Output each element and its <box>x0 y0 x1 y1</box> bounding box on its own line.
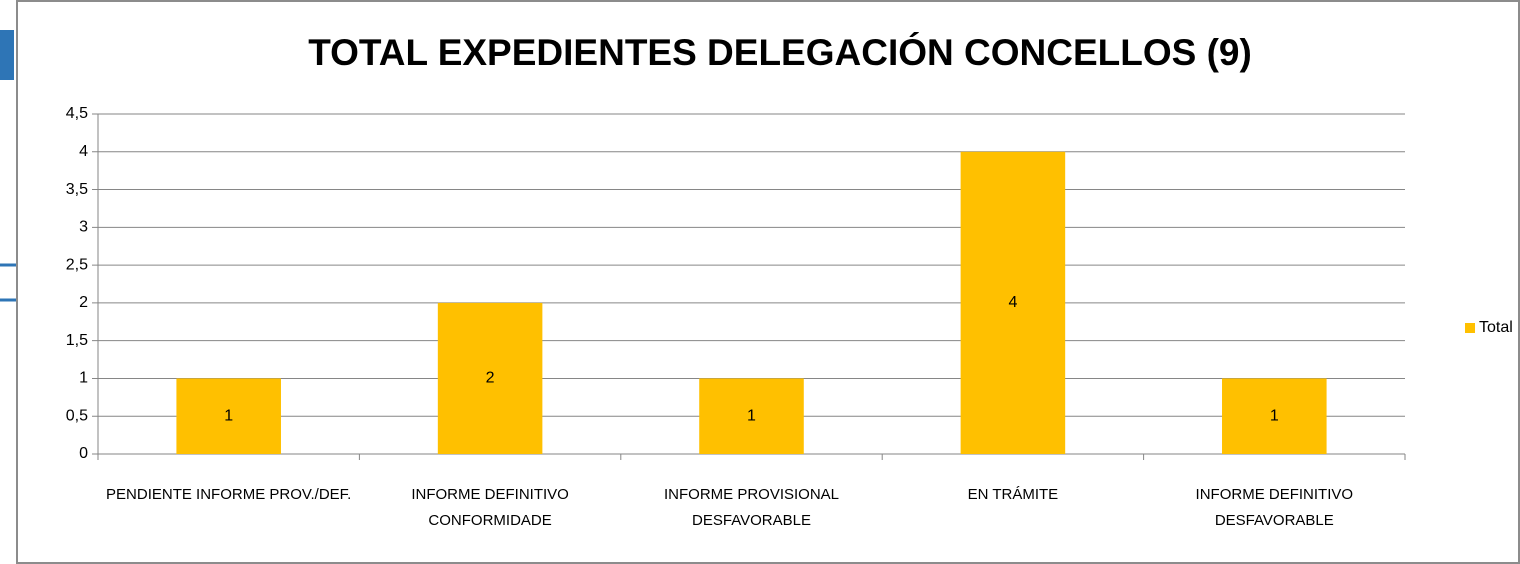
y-tick-label: 0 <box>79 445 88 462</box>
decoration <box>0 30 14 80</box>
x-tick-label: EN TRÁMITE <box>967 486 1059 503</box>
legend-swatch <box>1465 323 1475 333</box>
chart-title: TOTAL EXPEDIENTES DELEGACIÓN CONCELLOS (… <box>308 31 1252 73</box>
y-tick-label: 4,5 <box>66 105 88 122</box>
x-tick-label: INFORME DEFINITIVO DESFAVORABLE <box>1195 486 1354 529</box>
bar <box>699 378 804 454</box>
x-tick-label: PENDIENTE INFORME PROV./DEF. <box>106 486 352 503</box>
y-tick-label: 1 <box>79 370 88 387</box>
data-label: 1 <box>1270 407 1279 424</box>
data-label: 4 <box>1008 294 1017 311</box>
y-tick-label: 1,5 <box>66 332 88 349</box>
y-tick-label: 3,5 <box>66 181 88 198</box>
y-tick-label: 2,5 <box>66 256 88 273</box>
x-tick-label: INFORME DEFINITIVO CONFORMIDADE <box>411 486 569 529</box>
chart-frame <box>16 0 1520 564</box>
data-label: 2 <box>486 370 495 387</box>
bar <box>960 151 1066 454</box>
y-tick-label: 3 <box>79 219 88 236</box>
bar <box>437 302 543 454</box>
y-tick-label: 4 <box>79 143 88 160</box>
bar <box>1222 378 1327 454</box>
data-label: 1 <box>747 407 756 424</box>
y-tick-label: 2 <box>79 294 88 311</box>
legend-label: Total <box>1479 319 1513 336</box>
bar <box>176 378 281 454</box>
data-label: 1 <box>224 407 233 424</box>
y-tick-label: 0,5 <box>66 407 88 424</box>
x-tick-label: INFORME PROVISIONAL DESFAVORABLE <box>663 486 840 529</box>
